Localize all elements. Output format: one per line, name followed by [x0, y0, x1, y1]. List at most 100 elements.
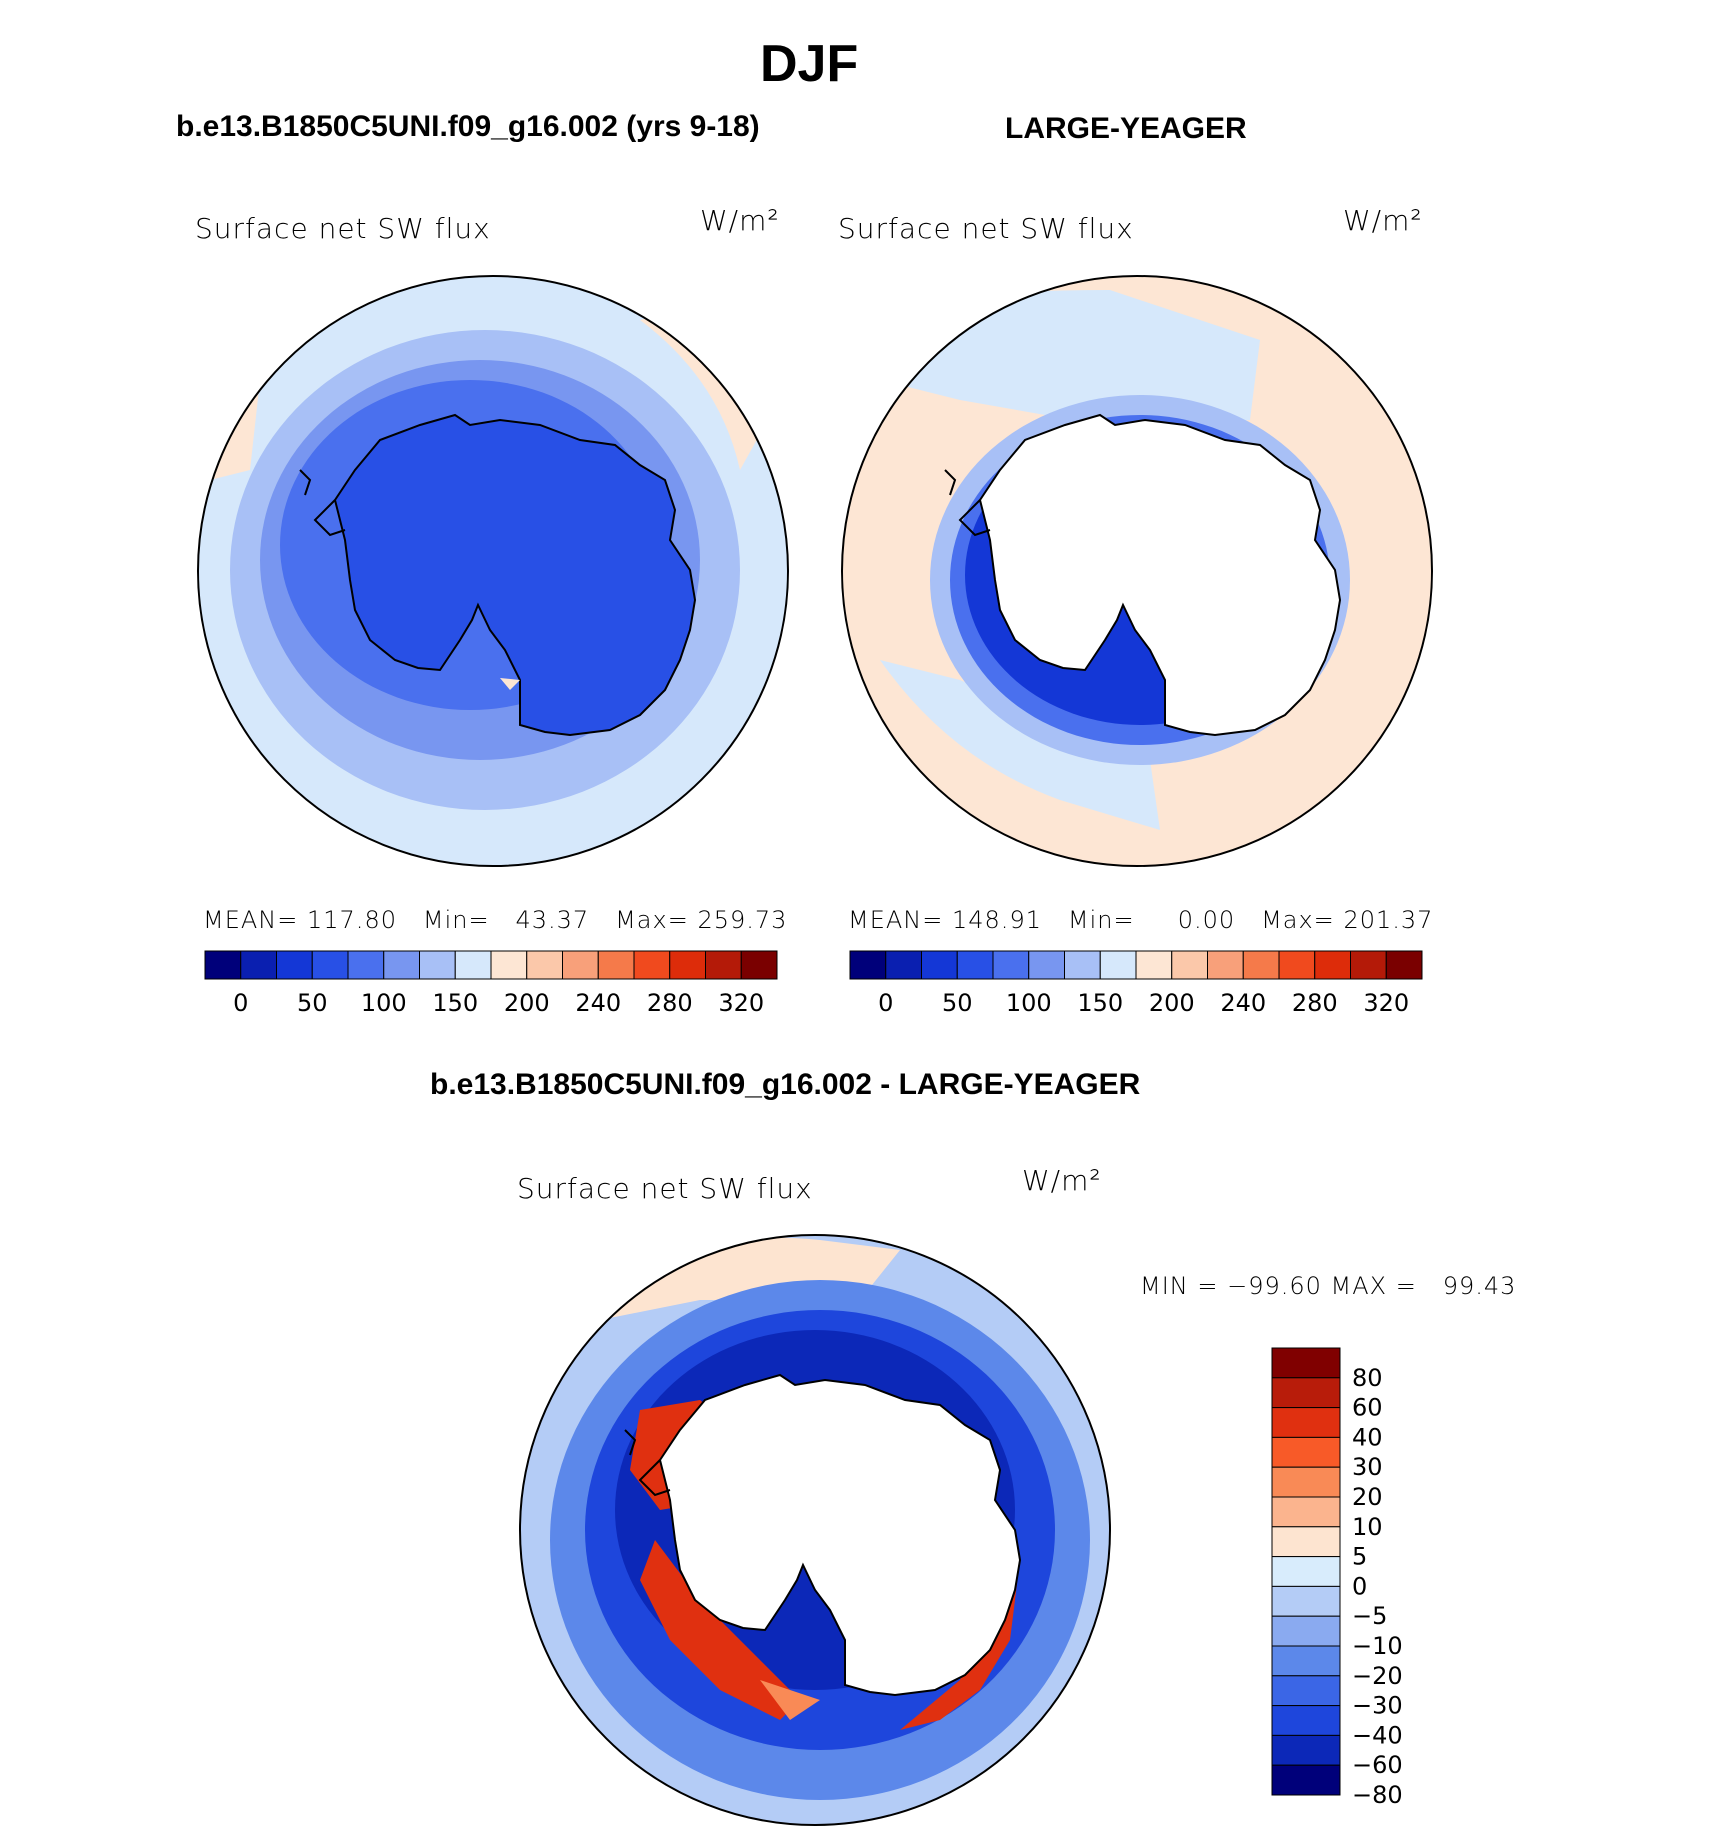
colorbar-tick-label: 50: [942, 989, 973, 1017]
p1-peninsula: [313, 499, 346, 537]
panel1-variable: Surface net SW flux: [195, 212, 491, 245]
panel3-units: W/m²: [1022, 1164, 1102, 1197]
diff-colorbar-label: 20: [1352, 1483, 1383, 1511]
colorbar-swatch: [740, 950, 778, 980]
colorbar-swatch: [921, 950, 958, 980]
diff-colorbar-label: 60: [1352, 1394, 1383, 1422]
colorbar-swatch: [454, 950, 492, 980]
diff-colorbar-swatch: [1271, 1556, 1341, 1587]
p1-ross-warm: [500, 678, 520, 690]
colorbar-tick-label: 320: [1363, 989, 1409, 1017]
obs-title: LARGE-YEAGER: [1005, 112, 1247, 145]
panel1-colorbar: 0 50 100 150 200 240 280 320: [204, 950, 778, 1017]
colorbar-tick-label: 150: [432, 989, 478, 1017]
diff-colorbar-swatch: [1271, 1645, 1341, 1677]
colorbar-swatch: [1171, 950, 1208, 980]
diff-colorbar-swatch: [1271, 1466, 1341, 1498]
colorbar-swatch: [276, 950, 313, 980]
diff-colorbar-swatch: [1271, 1496, 1341, 1528]
diff-colorbar-label: −30: [1352, 1692, 1403, 1720]
colorbar-swatch: [204, 950, 242, 980]
colorbar-tick-label: 240: [575, 989, 621, 1017]
diff-title: b.e13.B1850C5UNI.f09_g16.002 - LARGE-YEA…: [430, 1068, 1141, 1101]
colorbar-swatch: [311, 950, 349, 980]
colorbar-swatch: [347, 950, 385, 980]
colorbar-tick-label: 0: [233, 989, 248, 1017]
p3-red-belling: [640, 1540, 800, 1720]
colorbar-swatch: [1099, 950, 1137, 980]
panel1-units: W/m²: [700, 204, 780, 237]
p2-map-border: [841, 275, 1433, 867]
colorbar-swatch: [526, 950, 563, 980]
colorbar-swatch: [419, 950, 456, 980]
p2-peninsula-tip: [944, 469, 957, 496]
colorbar-tick-label: 0: [878, 989, 893, 1017]
colorbar-swatch: [1385, 950, 1423, 980]
p1-peninsula-tip: [299, 469, 312, 496]
colorbar-swatch: [597, 950, 635, 980]
p3-red-ross: [760, 1680, 820, 1720]
diff-colorbar-label: 40: [1352, 1423, 1383, 1451]
colorbar-swatch: [633, 950, 671, 980]
diff-colorbar-label: −40: [1352, 1721, 1403, 1749]
panel2-min: 0.00: [1177, 906, 1236, 934]
diff-colorbar-swatch: [1271, 1585, 1341, 1617]
panel2-variable: Surface net SW flux: [838, 212, 1134, 245]
panel2-stats: MEAN= 148.91 Min= 0.00 Max= 201.37: [848, 906, 1434, 934]
diff-colorbar-swatch: [1271, 1436, 1341, 1468]
colorbar-swatch: [705, 950, 742, 980]
colorbar-tick-label: 200: [504, 989, 550, 1017]
panel1-mean: 117.80: [307, 906, 397, 934]
p2-peninsula: [958, 499, 991, 537]
panel1-min: 43.37: [515, 906, 590, 934]
diff-colorbar-swatch: [1271, 1526, 1341, 1558]
colorbar-swatch: [562, 950, 599, 980]
colorbar-swatch: [490, 950, 528, 980]
colorbar-swatch: [1207, 950, 1244, 980]
diff-colorbar-label: −20: [1352, 1662, 1403, 1690]
colorbar-tick-label: 100: [361, 989, 407, 1017]
panel2-colorbar: 0 50 100 150 200 240 280 320: [849, 950, 1423, 1017]
colorbar-tick-label: 280: [647, 989, 693, 1017]
panel3-stats: MIN = −99.60 MAX = 99.43: [1140, 1272, 1517, 1300]
colorbar-swatch: [956, 950, 994, 980]
diff-colorbar-swatch: [1271, 1377, 1341, 1409]
panel2-mean: 148.91: [952, 906, 1042, 934]
p3-antarctica: [658, 1373, 1022, 1697]
diff-colorbar-label: 80: [1352, 1364, 1383, 1392]
colorbar-swatch: [1278, 950, 1316, 980]
p1-antarctica: [333, 413, 697, 737]
panel2-map: [842, 276, 1432, 866]
colorbar-tick-label: 280: [1292, 989, 1338, 1017]
p3-peninsula-tip: [624, 1429, 637, 1456]
colorbar-swatch: [240, 950, 277, 980]
colorbar-swatch: [1028, 950, 1065, 980]
p3-map-border: [519, 1234, 1111, 1826]
colorbar-swatch: [849, 950, 887, 980]
colorbar-swatch: [1350, 950, 1387, 980]
p3-peninsula: [638, 1459, 671, 1497]
colorbar-tick-label: 100: [1006, 989, 1052, 1017]
p2-antarctica: [978, 413, 1342, 737]
diff-colorbar-label: −80: [1352, 1781, 1403, 1809]
diff-colorbar-swatch: [1271, 1407, 1341, 1438]
colorbar-swatch: [1242, 950, 1280, 980]
p2-blue-s: [880, 660, 1160, 830]
colorbar-swatch: [992, 950, 1030, 980]
colorbar-swatch: [1314, 950, 1351, 980]
colorbar-tick-label: 320: [718, 989, 764, 1017]
diff-colorbar-label: 30: [1352, 1453, 1383, 1481]
panel1-max: 259.73: [697, 906, 788, 934]
panel1-map: [198, 276, 788, 866]
case-title: b.e13.B1850C5UNI.f09_g16.002 (yrs 9-18): [176, 110, 760, 143]
diff-colorbar-label: −10: [1352, 1632, 1403, 1660]
colorbar-swatch: [885, 950, 922, 980]
diff-colorbar-swatch: [1271, 1705, 1341, 1736]
colorbar-swatch: [1064, 950, 1101, 980]
panel3-variable: Surface net SW flux: [517, 1172, 813, 1205]
colorbar-tick-label: 50: [297, 989, 328, 1017]
colorbar-tick-label: 200: [1149, 989, 1195, 1017]
diff-colorbar-swatch: [1271, 1347, 1341, 1379]
